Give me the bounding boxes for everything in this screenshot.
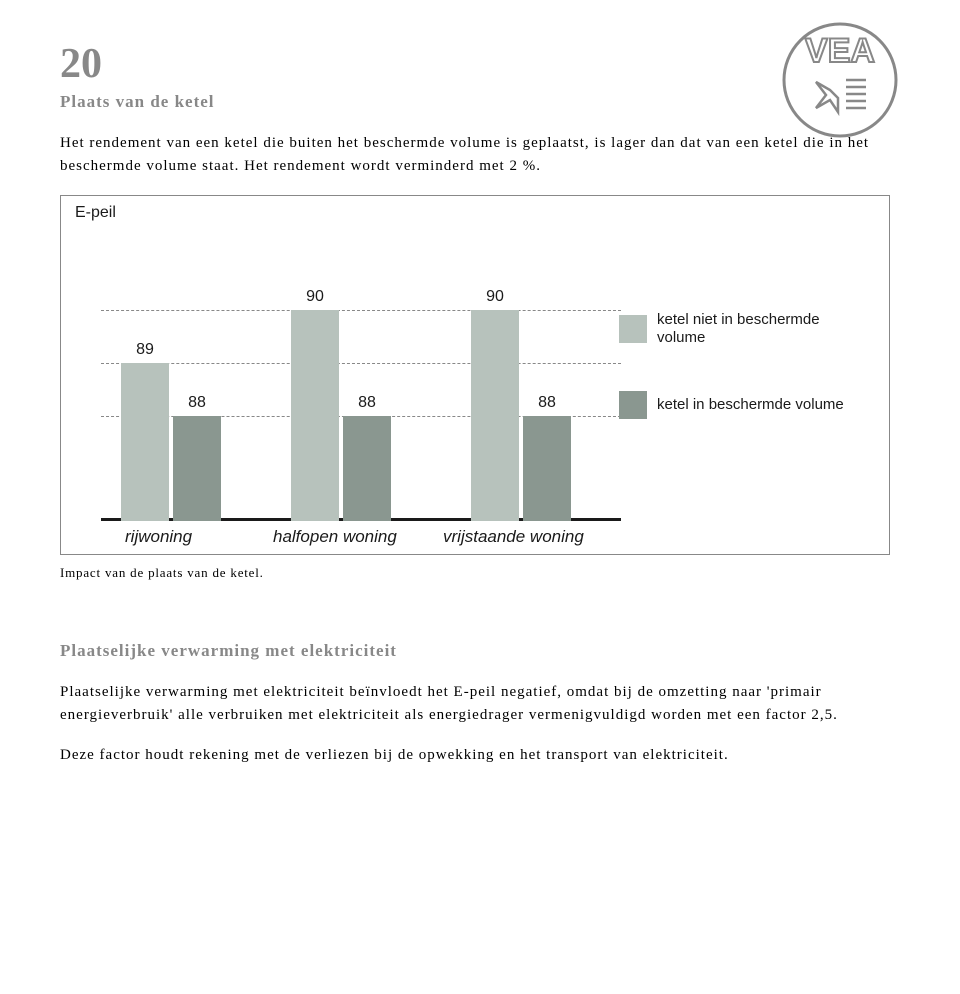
bar-value-label: 89 <box>121 341 169 359</box>
legend-swatch-dark <box>619 391 647 419</box>
subsection-title: Plaatselijke verwarming met elektricitei… <box>60 641 900 661</box>
bar-group: 9088 <box>291 310 391 521</box>
legend-item: ketel niet in beschermde volume <box>619 311 867 347</box>
x-category-label: vrijstaande woning <box>443 527 584 547</box>
intro-paragraph: Het rendement van een ketel die buiten h… <box>60 132 900 177</box>
logo-text: VEA <box>805 32 875 70</box>
legend-swatch-light <box>619 315 647 343</box>
bar-value-label: 88 <box>173 394 221 412</box>
y-axis-label: E-peil <box>75 204 116 222</box>
bar: 90 <box>471 310 519 521</box>
bar: 88 <box>523 416 571 521</box>
bar-value-label: 90 <box>291 288 339 306</box>
bar: 89 <box>121 363 169 521</box>
legend-label: ketel in beschermde volume <box>657 396 844 414</box>
section-title: Plaats van de ketel <box>60 92 900 112</box>
bar: 90 <box>291 310 339 521</box>
paragraph-3: Deze factor houdt rekening met de verlie… <box>60 744 900 767</box>
epeil-chart: E-peil 8988rijwoning9088halfopen woning9… <box>60 195 890 555</box>
bar-value-label: 90 <box>471 288 519 306</box>
bar: 88 <box>173 416 221 521</box>
chart-caption: Impact van de plaats van de ketel. <box>60 565 900 581</box>
bar: 88 <box>343 416 391 521</box>
x-category-label: halfopen woning <box>273 527 397 547</box>
vea-logo: VEA <box>780 20 900 140</box>
bar-group: 8988 <box>121 363 221 521</box>
legend-item: ketel in beschermde volume <box>619 391 867 419</box>
legend-label: ketel niet in beschermde volume <box>657 311 867 347</box>
paragraph-2: Plaatselijke verwarming met elektricitei… <box>60 681 900 726</box>
chart-legend: ketel niet in beschermde volume ketel in… <box>619 311 867 419</box>
bar-value-label: 88 <box>523 394 571 412</box>
bar-value-label: 88 <box>343 394 391 412</box>
chart-plot-area: 8988rijwoning9088halfopen woning9088vrij… <box>101 231 621 521</box>
bar-group: 9088 <box>471 310 571 521</box>
x-category-label: rijwoning <box>125 527 192 547</box>
page-number: 20 <box>60 40 900 88</box>
